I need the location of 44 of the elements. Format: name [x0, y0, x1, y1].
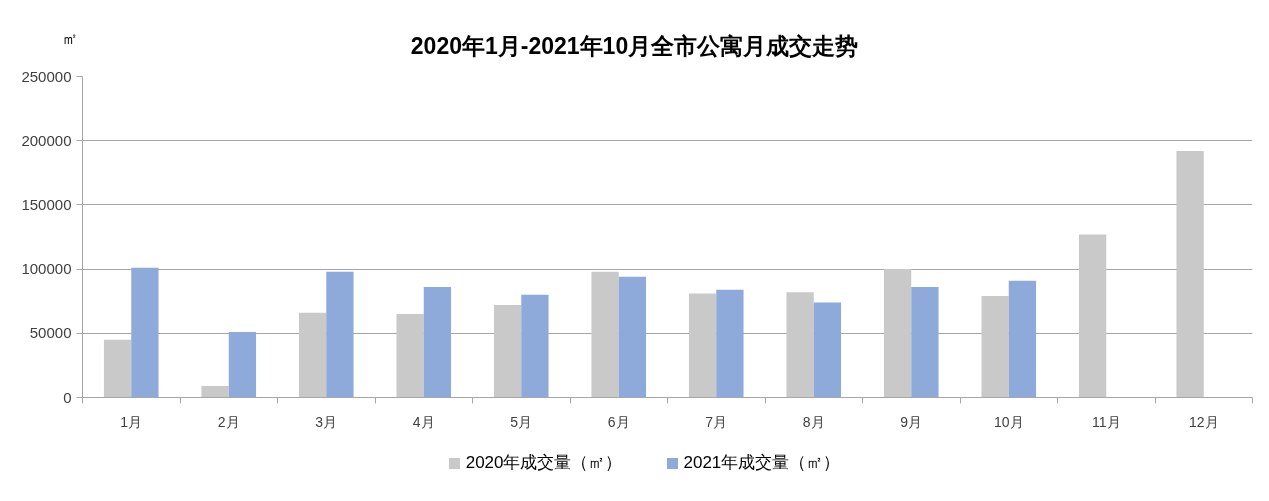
bar — [131, 267, 159, 398]
bar — [423, 287, 452, 398]
legend-label: 2020年成交量（㎡） — [465, 452, 623, 474]
bar — [813, 302, 842, 398]
bar — [521, 294, 549, 398]
x-tick-label: 3月 — [315, 413, 338, 430]
bar — [618, 276, 647, 398]
bar — [883, 269, 912, 398]
x-tick-label: 4月 — [412, 413, 435, 430]
bar — [1078, 234, 1107, 398]
bar — [786, 292, 814, 398]
bar — [688, 293, 717, 398]
legend-label: 2021年成交量（㎡） — [683, 452, 841, 474]
bar — [103, 339, 132, 398]
bar — [1176, 150, 1204, 398]
bar — [493, 305, 522, 398]
x-tick-label: 5月 — [510, 413, 533, 430]
y-tick-label: 0 — [63, 388, 72, 406]
y-tick-label: 150000 — [21, 195, 72, 213]
bar — [326, 271, 354, 398]
bar — [981, 296, 1009, 398]
x-tick-label: 2月 — [217, 413, 240, 430]
x-tick-label: 6月 — [607, 413, 630, 430]
bar — [228, 332, 257, 398]
x-tick-label: 1月 — [120, 413, 143, 430]
bar — [1008, 280, 1037, 398]
y-axis-title: ㎡ — [62, 29, 78, 49]
chart-title: 2020年1月-2021年10月全市公寓月成交走势 — [410, 33, 859, 59]
bar — [298, 312, 327, 398]
bar — [591, 271, 619, 398]
x-tick-label: 12月 — [1188, 413, 1219, 430]
y-tick-label: 100000 — [21, 260, 72, 278]
x-tick-label: 9月 — [900, 413, 923, 430]
bar — [716, 289, 744, 398]
bar — [201, 385, 229, 398]
y-tick-label: 50000 — [29, 324, 72, 342]
x-tick-label: 11月 — [1091, 413, 1121, 430]
bar — [396, 314, 424, 398]
y-tick-label: 200000 — [21, 131, 72, 149]
bar — [911, 287, 939, 398]
x-tick-label: 8月 — [802, 413, 825, 430]
x-tick-label: 10月 — [993, 413, 1024, 430]
x-tick-label: 7月 — [705, 413, 728, 430]
y-tick-label: 250000 — [21, 67, 72, 85]
